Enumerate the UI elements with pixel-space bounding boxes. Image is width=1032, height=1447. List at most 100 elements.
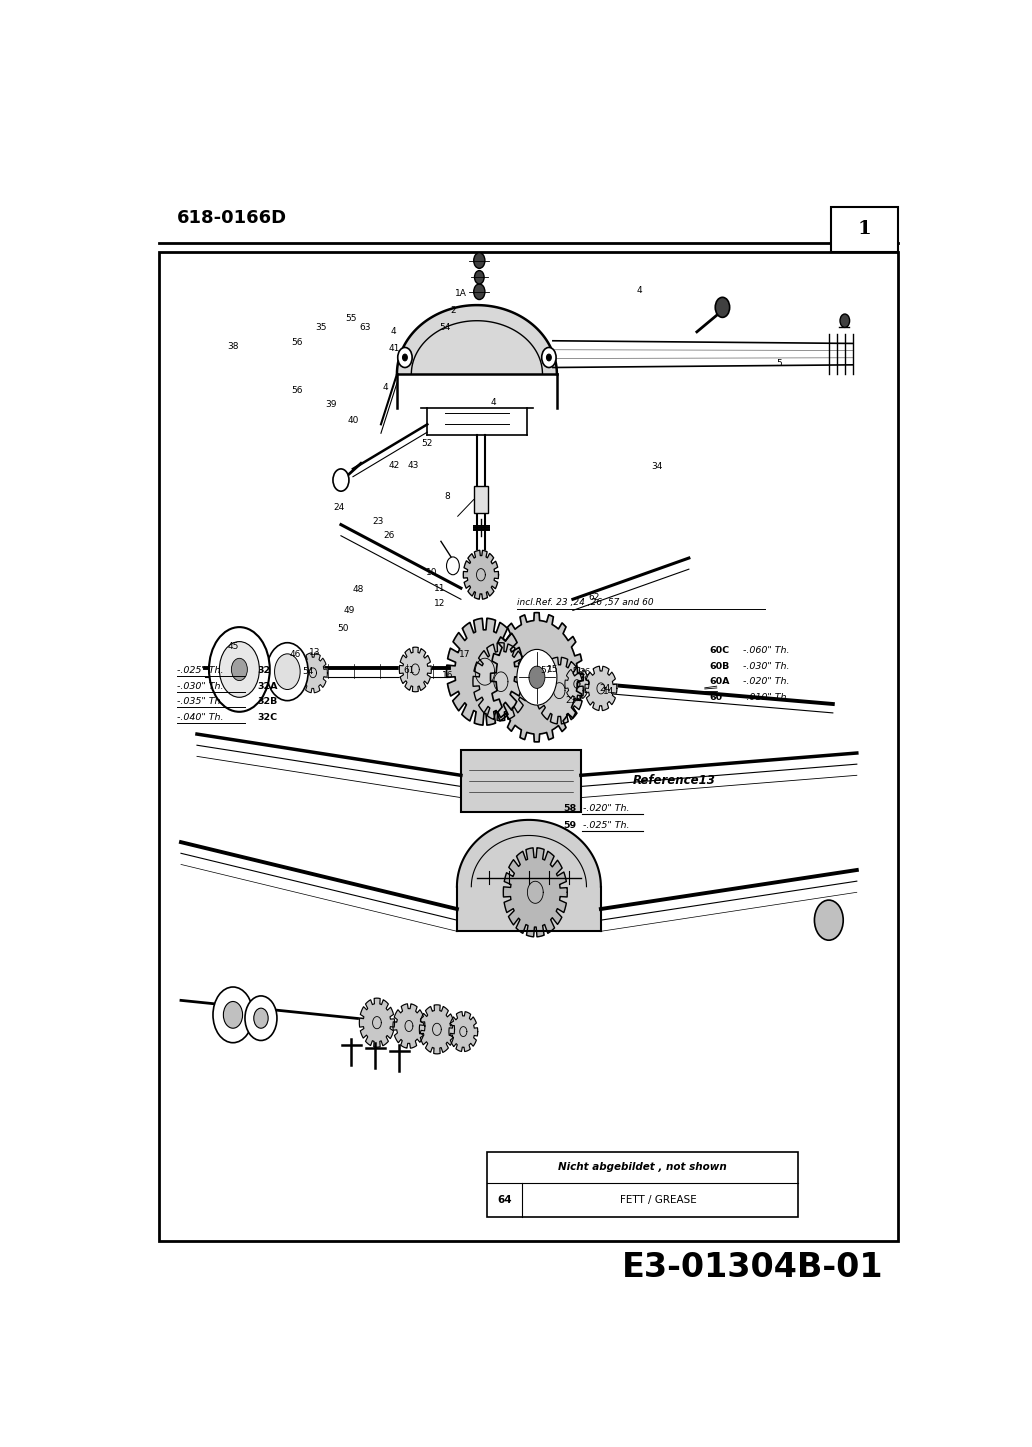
Text: 55: 55 bbox=[346, 314, 357, 323]
Text: 10: 10 bbox=[425, 569, 438, 577]
Bar bbox=[474, 486, 488, 514]
Text: 60A: 60A bbox=[710, 677, 731, 686]
Text: -.030" Th.: -.030" Th. bbox=[743, 661, 789, 670]
Text: 32: 32 bbox=[257, 666, 270, 676]
Bar bbox=[831, 207, 899, 252]
Text: 59: 59 bbox=[563, 820, 577, 831]
Polygon shape bbox=[359, 998, 394, 1048]
Polygon shape bbox=[457, 820, 601, 932]
Ellipse shape bbox=[474, 253, 485, 268]
Text: 48: 48 bbox=[353, 585, 364, 593]
Ellipse shape bbox=[213, 987, 253, 1043]
Bar bbox=[486, 1152, 799, 1217]
Text: 5: 5 bbox=[776, 359, 782, 368]
Text: 56: 56 bbox=[291, 339, 302, 347]
Text: -.010" Th.: -.010" Th. bbox=[743, 693, 789, 702]
Text: Nicht abgebildet , not shown: Nicht abgebildet , not shown bbox=[558, 1162, 727, 1172]
Text: 57: 57 bbox=[541, 666, 552, 676]
Text: 1: 1 bbox=[858, 220, 872, 239]
Ellipse shape bbox=[814, 900, 843, 941]
Text: 32A: 32A bbox=[257, 682, 278, 690]
Ellipse shape bbox=[542, 347, 556, 368]
Text: Reference13: Reference13 bbox=[633, 774, 716, 787]
Text: 16: 16 bbox=[442, 670, 453, 680]
Polygon shape bbox=[565, 667, 589, 700]
Text: -.030" Th.: -.030" Th. bbox=[178, 682, 224, 690]
Polygon shape bbox=[449, 1011, 478, 1052]
Text: 38: 38 bbox=[227, 341, 238, 350]
Text: 23: 23 bbox=[566, 696, 577, 705]
Ellipse shape bbox=[528, 666, 545, 689]
Ellipse shape bbox=[245, 996, 277, 1040]
Text: 46: 46 bbox=[290, 651, 301, 660]
Polygon shape bbox=[399, 647, 431, 692]
Bar bbox=[461, 750, 581, 812]
Polygon shape bbox=[298, 653, 327, 693]
Text: 60: 60 bbox=[710, 693, 722, 702]
Text: 54: 54 bbox=[302, 667, 314, 676]
Polygon shape bbox=[419, 1004, 454, 1053]
Ellipse shape bbox=[223, 1001, 243, 1029]
Text: -.025" Th.: -.025" Th. bbox=[178, 666, 224, 676]
Text: 41: 41 bbox=[389, 344, 400, 353]
Text: 23: 23 bbox=[373, 517, 384, 525]
Text: 4: 4 bbox=[490, 398, 495, 407]
Text: 54: 54 bbox=[440, 323, 451, 331]
Text: 35: 35 bbox=[315, 323, 327, 331]
Text: -.060" Th.: -.060" Th. bbox=[743, 645, 789, 655]
Text: 42: 42 bbox=[389, 462, 400, 470]
Text: 17: 17 bbox=[459, 651, 471, 660]
Text: E3-01304B-01: E3-01304B-01 bbox=[622, 1252, 883, 1285]
Text: 26: 26 bbox=[383, 531, 394, 540]
Ellipse shape bbox=[275, 654, 300, 690]
Text: 39: 39 bbox=[326, 399, 337, 408]
Text: -.020" Th.: -.020" Th. bbox=[583, 805, 630, 813]
Ellipse shape bbox=[208, 627, 269, 712]
Text: 34: 34 bbox=[651, 462, 663, 472]
Text: 61: 61 bbox=[404, 666, 415, 676]
Text: 1A: 1A bbox=[455, 289, 466, 298]
Ellipse shape bbox=[475, 271, 484, 284]
Text: 32B: 32B bbox=[257, 697, 278, 706]
Ellipse shape bbox=[333, 469, 349, 491]
Text: 13: 13 bbox=[309, 648, 320, 657]
Text: 60B: 60B bbox=[710, 661, 730, 670]
Polygon shape bbox=[536, 657, 583, 724]
Text: 24: 24 bbox=[600, 684, 611, 693]
Ellipse shape bbox=[397, 347, 412, 368]
Text: 15: 15 bbox=[547, 666, 558, 674]
Text: 63: 63 bbox=[359, 323, 370, 331]
Ellipse shape bbox=[266, 642, 309, 700]
Text: -.025" Th.: -.025" Th. bbox=[583, 820, 630, 831]
Text: 45: 45 bbox=[227, 641, 238, 651]
Polygon shape bbox=[585, 666, 617, 710]
Text: 618-0166D: 618-0166D bbox=[178, 210, 287, 227]
Text: 32C: 32C bbox=[257, 713, 278, 722]
Text: 64: 64 bbox=[497, 1195, 512, 1205]
Text: 12: 12 bbox=[433, 599, 445, 608]
Ellipse shape bbox=[517, 650, 557, 705]
Text: -.035" Th.: -.035" Th. bbox=[178, 697, 224, 706]
Text: 43: 43 bbox=[408, 462, 419, 470]
Text: 26: 26 bbox=[579, 669, 590, 677]
Ellipse shape bbox=[474, 284, 485, 300]
Ellipse shape bbox=[254, 1009, 268, 1029]
Polygon shape bbox=[393, 1004, 425, 1048]
Text: 49: 49 bbox=[344, 606, 355, 615]
Bar bbox=[159, 252, 899, 1242]
Text: 4: 4 bbox=[637, 287, 642, 295]
Text: 11: 11 bbox=[433, 583, 445, 593]
Text: 4: 4 bbox=[382, 383, 388, 392]
Text: 62: 62 bbox=[589, 592, 601, 602]
Text: 14: 14 bbox=[603, 687, 615, 696]
Ellipse shape bbox=[447, 557, 459, 574]
Text: 2: 2 bbox=[450, 307, 456, 315]
Ellipse shape bbox=[220, 641, 259, 697]
Text: 8: 8 bbox=[445, 492, 450, 501]
Ellipse shape bbox=[715, 297, 730, 317]
Polygon shape bbox=[463, 550, 498, 599]
Ellipse shape bbox=[547, 355, 551, 360]
Text: 4: 4 bbox=[390, 327, 395, 336]
Text: 58: 58 bbox=[563, 805, 577, 813]
Polygon shape bbox=[447, 618, 523, 725]
